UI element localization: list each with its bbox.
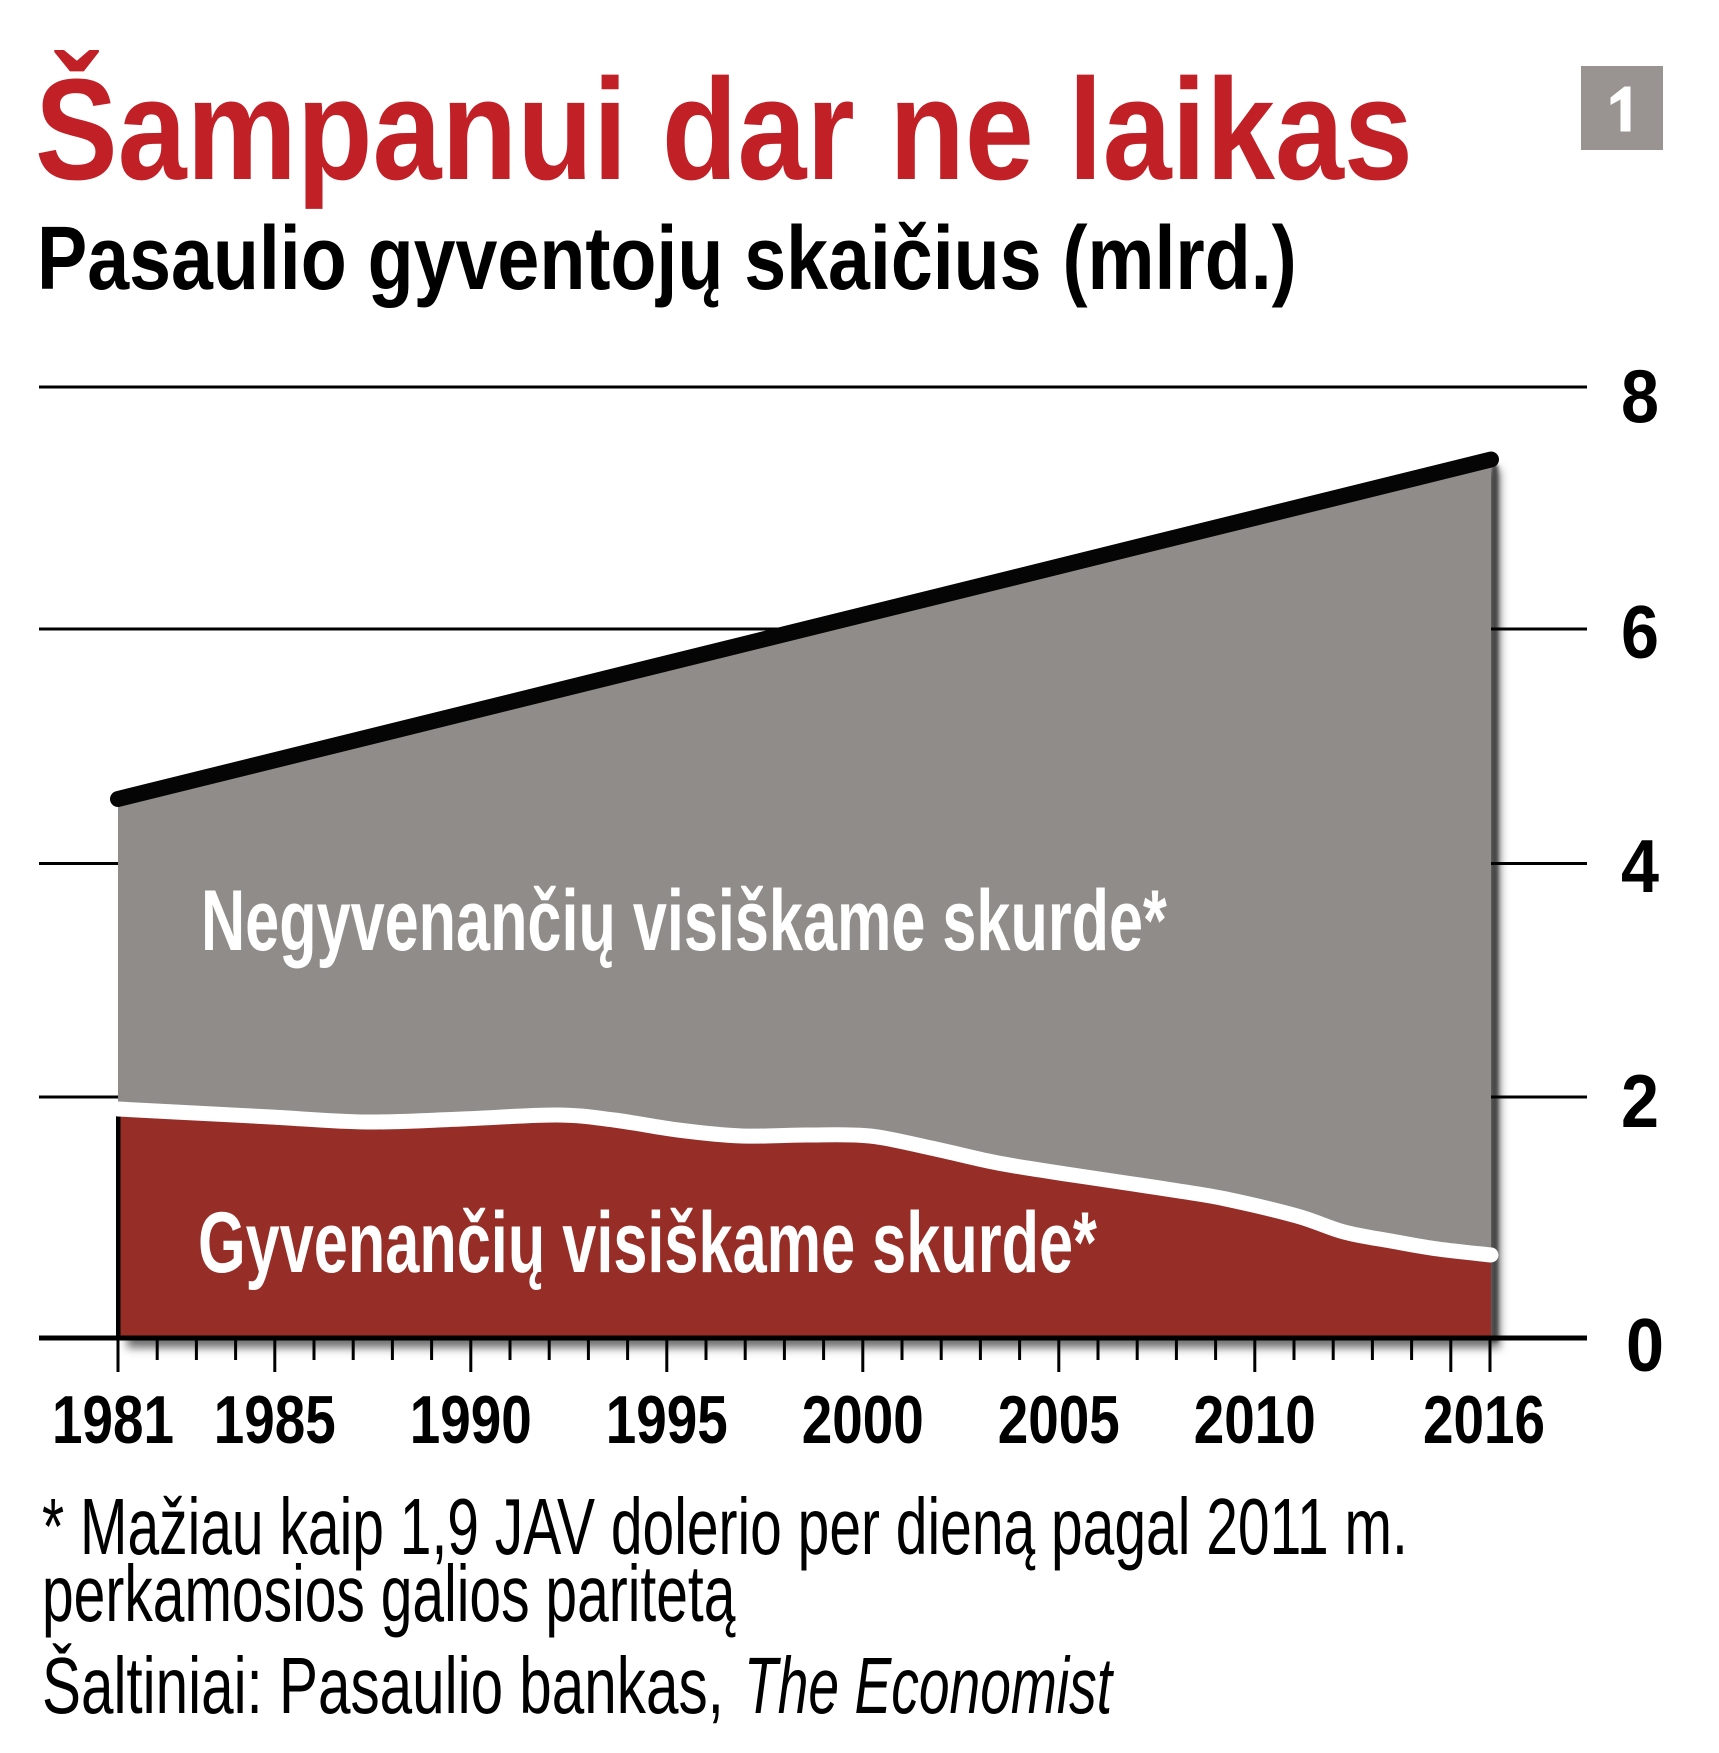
svg-text:2: 2 xyxy=(1621,1060,1659,1144)
svg-text:Gyvenančių visiškame skurde*: Gyvenančių visiškame skurde* xyxy=(198,1194,1097,1291)
svg-text:Šaltiniai: Pasaulio bankas,: Šaltiniai: Pasaulio bankas, xyxy=(42,1641,724,1730)
svg-text:The Economist: The Economist xyxy=(744,1641,1114,1731)
svg-text:1995: 1995 xyxy=(606,1382,728,1458)
svg-text:1985: 1985 xyxy=(214,1382,336,1458)
svg-text:Negyvenančių visiškame skurde*: Negyvenančių visiškame skurde* xyxy=(201,872,1167,969)
svg-text:perkamosios galios paritetą: perkamosios galios paritetą xyxy=(42,1548,736,1638)
svg-text:Pasaulio gyventojų skaičius (m: Pasaulio gyventojų skaičius (mlrd.) xyxy=(37,208,1297,309)
svg-text:Šampanui dar ne laikas: Šampanui dar ne laikas xyxy=(35,49,1413,210)
svg-text:8: 8 xyxy=(1621,356,1659,440)
svg-text:6: 6 xyxy=(1621,591,1659,675)
svg-text:* Mažiau kaip 1,9 JAV dolerio: * Mažiau kaip 1,9 JAV dolerio per dieną … xyxy=(42,1481,1408,1571)
svg-text:1981: 1981 xyxy=(52,1382,174,1458)
svg-text:2010: 2010 xyxy=(1194,1382,1316,1458)
svg-text:1990: 1990 xyxy=(410,1382,532,1458)
svg-text:2016: 2016 xyxy=(1423,1382,1545,1458)
svg-text:0: 0 xyxy=(1626,1304,1664,1388)
svg-text:2000: 2000 xyxy=(802,1382,924,1458)
svg-text:2005: 2005 xyxy=(998,1382,1120,1458)
svg-text:4: 4 xyxy=(1621,825,1659,909)
